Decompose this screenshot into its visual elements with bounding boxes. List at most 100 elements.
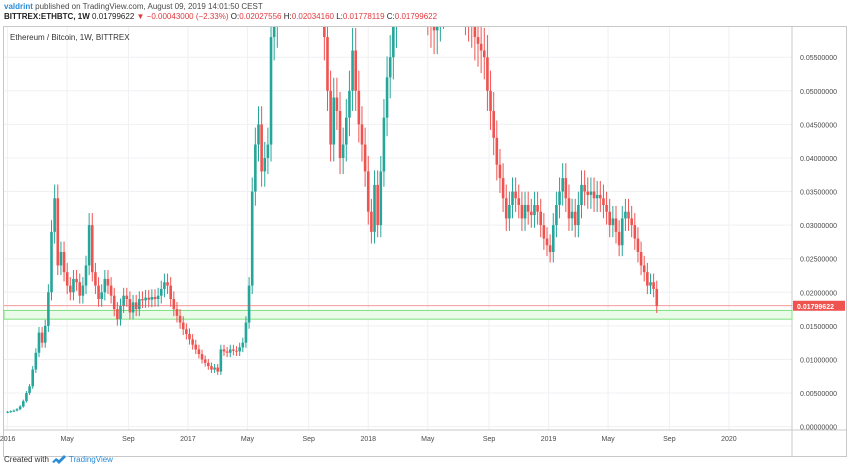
candle-body: [482, 50, 486, 58]
candle-body: [501, 178, 505, 199]
down-arrow-icon: ▼: [136, 12, 145, 21]
candle-body: [583, 184, 586, 192]
symbol-ohlc-line: BITTREX:ETHBTC, 1W 0.01799622 ▼ −0.00043…: [4, 12, 437, 21]
candle-body: [338, 110, 342, 158]
candle-body: [59, 252, 63, 266]
tradingview-brand-link[interactable]: TradingView: [68, 455, 113, 464]
candle-body: [9, 411, 13, 413]
candle-body: [119, 305, 122, 320]
candle-body: [31, 369, 34, 387]
candle-body: [385, 77, 389, 118]
y-tick-label: 0.01000000: [800, 357, 837, 364]
candle-body: [341, 144, 345, 158]
candle-body: [636, 238, 640, 253]
publish-date: published on TradingView.com, August 09,…: [35, 2, 263, 11]
candle-body: [536, 204, 539, 212]
candle-body: [122, 295, 125, 306]
candle-body: [652, 282, 655, 289]
candle-body: [624, 211, 627, 219]
x-tick-label: 2018: [360, 436, 376, 443]
support-zone-rect: [3, 309, 793, 320]
candle-body: [567, 198, 571, 219]
x-tick-label: May: [601, 436, 615, 443]
tradingview-logo-icon: [51, 455, 66, 464]
y-tick-label: 0.05000000: [800, 89, 837, 96]
chart-frame[interactable]: [3, 26, 847, 457]
candle-body: [504, 198, 508, 219]
candle-body: [586, 191, 590, 195]
candle-body: [197, 349, 201, 355]
candle-body: [188, 333, 191, 340]
candle-body: [489, 90, 492, 111]
candle-body: [228, 349, 232, 353]
candle-body: [366, 171, 370, 212]
candle-body: [25, 393, 28, 402]
candle-body: [207, 362, 210, 367]
publish-info: valdrint published on TradingView.com, A…: [4, 2, 263, 11]
y-tick-label: 0.00000000: [800, 425, 837, 432]
candle-body: [479, 43, 483, 51]
x-tick-label: 2020: [721, 436, 737, 443]
candle-body: [116, 309, 119, 320]
candle-body: [222, 349, 226, 352]
candle-body: [69, 285, 72, 293]
candle-body: [191, 339, 194, 345]
candle-body: [141, 299, 144, 301]
candle-body: [138, 299, 141, 310]
y-tick-label: 0.02500000: [800, 257, 837, 264]
candle-body: [511, 191, 514, 205]
candle-body: [533, 204, 536, 216]
candle-body: [599, 194, 602, 199]
close-label: C:: [386, 12, 395, 21]
candle-body: [558, 191, 561, 205]
candle-body: [47, 292, 50, 326]
candle-body: [266, 144, 270, 158]
candle-body: [357, 90, 361, 125]
candle-body: [254, 144, 257, 192]
candle-body: [646, 272, 649, 286]
candle-body: [50, 231, 53, 293]
candle-body: [351, 50, 354, 91]
candle-body: [370, 211, 373, 232]
candle-body: [473, 27, 477, 38]
candle-body: [602, 198, 605, 205]
candle-body: [213, 367, 216, 370]
candle-body: [6, 411, 9, 413]
candle-body: [514, 191, 517, 199]
candle-body: [112, 295, 116, 310]
candle-body: [216, 367, 220, 372]
candle-body: [605, 204, 608, 212]
candle-body: [442, 0, 445, 3]
candle-body: [395, 0, 398, 24]
candle-body: [354, 50, 358, 91]
candle-body: [219, 349, 223, 372]
candle-body: [21, 401, 25, 407]
candle-body: [18, 406, 22, 410]
candle-body: [464, 0, 467, 10]
candle-body: [633, 225, 637, 239]
candle-body: [430, 10, 433, 23]
candle-body: [65, 272, 69, 286]
candle-body: [542, 225, 546, 239]
close-value: 0.01799622: [394, 12, 438, 21]
current-price-tag: [793, 300, 845, 311]
candle-body: [200, 354, 204, 360]
candle-body: [43, 325, 47, 343]
candle-body: [573, 211, 577, 226]
x-tick-label: Sep: [483, 436, 496, 443]
candle-body: [435, 27, 439, 31]
candle-body: [523, 204, 527, 219]
candle-body: [276, 0, 279, 24]
candle-body: [150, 297, 154, 300]
candle-body: [335, 97, 339, 111]
y-tick-label: 0.05500000: [800, 55, 837, 62]
author-link[interactable]: valdrint: [4, 2, 33, 11]
candle-body: [539, 211, 543, 226]
candle-body: [269, 37, 273, 145]
candle-body: [87, 225, 91, 266]
candle-body: [608, 211, 612, 226]
y-tick-label: 0.04000000: [800, 156, 837, 163]
candle-body: [344, 117, 348, 145]
candle-body: [470, 17, 473, 24]
